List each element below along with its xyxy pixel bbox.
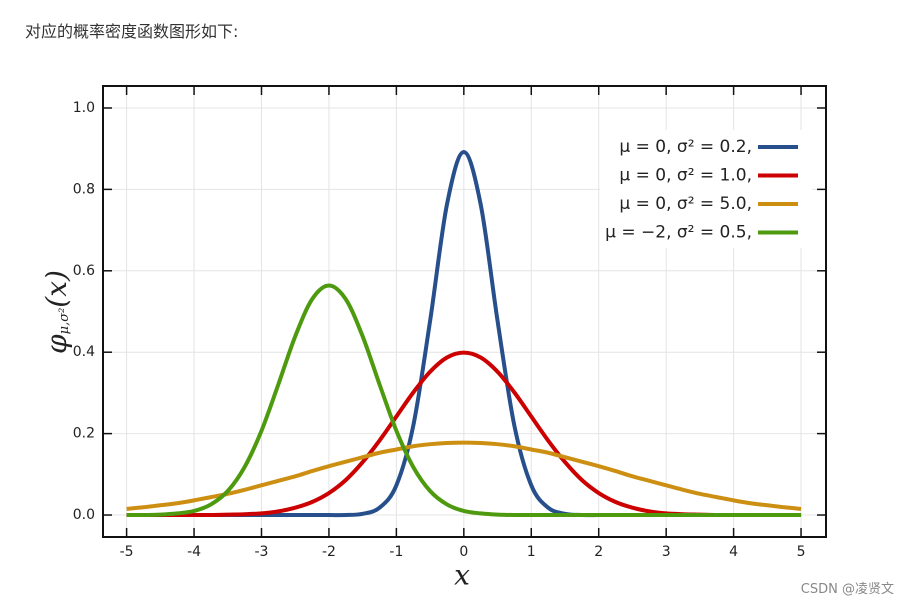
y-tick-label: 1.0: [73, 100, 95, 116]
legend-label: μ = 0, σ² = 1.0,: [619, 166, 752, 186]
y-tick-label: 0.6: [73, 263, 95, 279]
x-axis-label: x: [454, 559, 470, 592]
y-label-subscript: μ,σ²: [57, 308, 72, 335]
legend-label: μ = 0, σ² = 5.0,: [619, 194, 752, 214]
y-tick-label: 0.8: [73, 181, 95, 197]
x-tick-label: -2: [322, 544, 336, 560]
legend: μ = 0, σ² = 0.2, μ = 0, σ² = 1.0, μ = 0, σ…: [600, 130, 812, 248]
y-tick-label: 0.0: [73, 507, 95, 523]
legend-box: [600, 130, 812, 248]
curves: [126, 149, 802, 518]
intro-text: 对应的概率密度函数图形如下:: [25, 22, 239, 41]
x-tick-label: -1: [389, 544, 403, 560]
watermark: CSDN @凌贤文: [800, 582, 894, 597]
plot-frame: [102, 85, 827, 538]
y-label-symbol: φ: [40, 334, 73, 354]
y-tick-label: 0.4: [73, 344, 95, 360]
x-tick-label: -3: [255, 544, 269, 560]
y-tick-label: 0.2: [73, 426, 95, 442]
y-label-argument: (x): [40, 270, 73, 308]
x-tick-label: 1: [527, 544, 536, 560]
x-tick-label: -5: [120, 544, 134, 560]
x-tick-label: -4: [187, 544, 201, 560]
legend-label: μ = −2, σ² = 0.5,: [605, 223, 752, 243]
x-tick-label: 4: [729, 544, 738, 560]
x-tick-label: 3: [662, 544, 671, 560]
series-line: [126, 283, 802, 518]
x-tick-label: 5: [797, 544, 806, 560]
series-line: [126, 440, 802, 511]
y-axis-label: φμ,σ²(x): [40, 270, 73, 354]
x-tick-label: 0: [459, 544, 468, 560]
x-tick-label: 2: [594, 544, 603, 560]
legend-label: μ = 0, σ² = 0.2,: [619, 137, 752, 157]
